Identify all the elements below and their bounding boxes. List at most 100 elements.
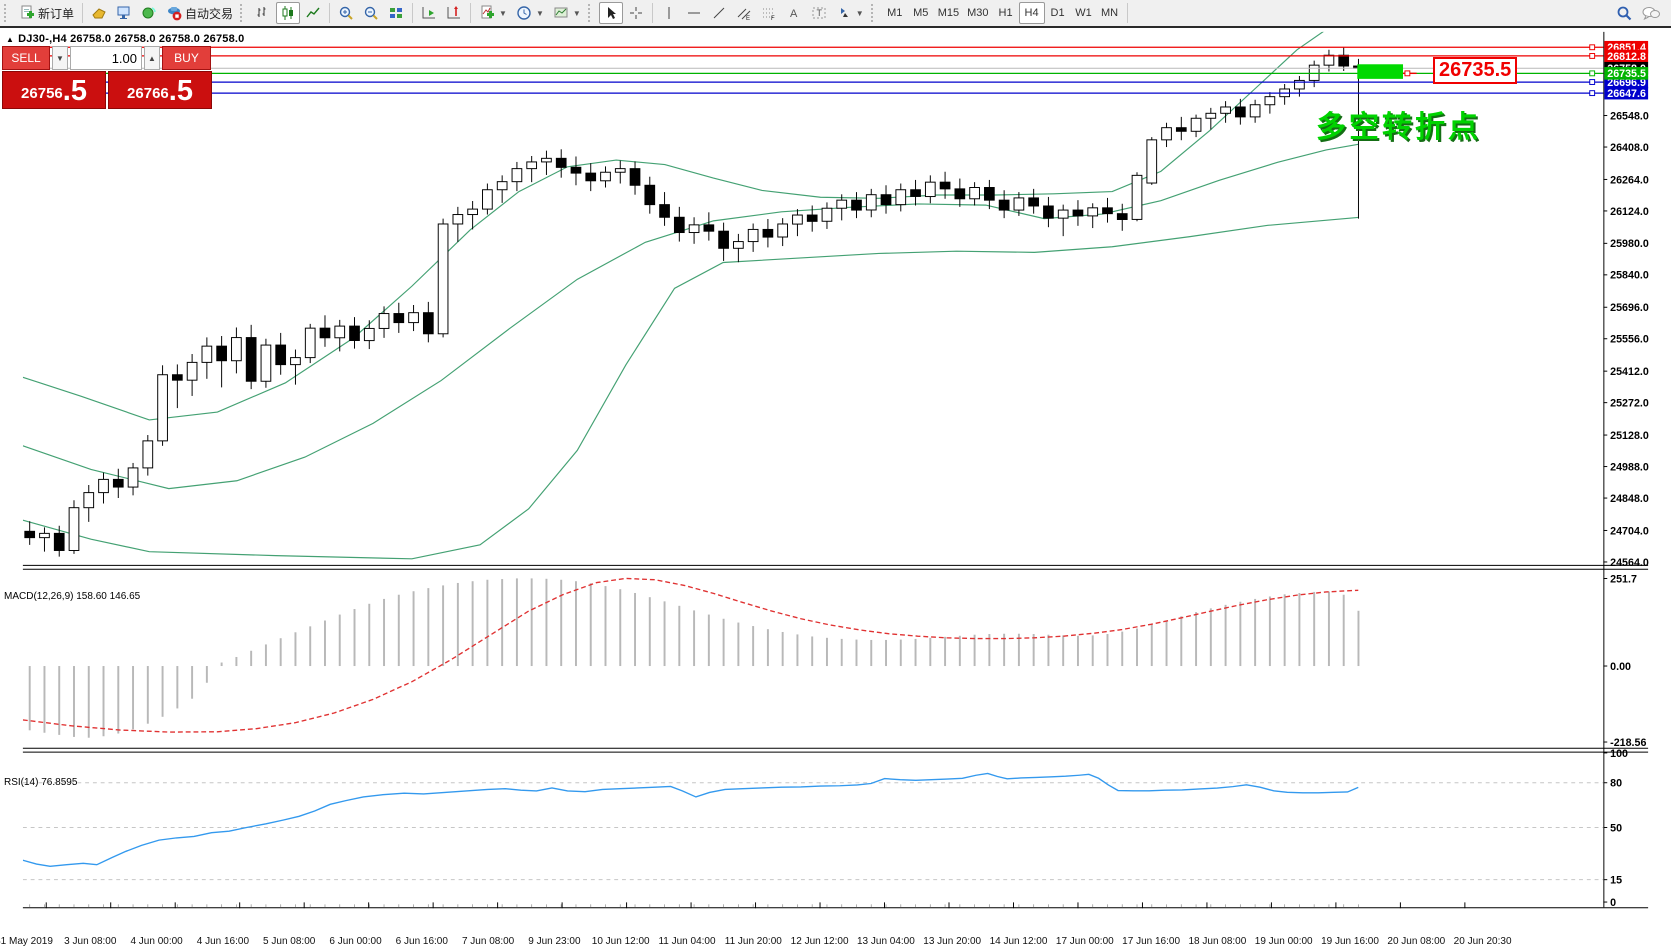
buy-button[interactable]: BUY	[162, 46, 211, 70]
macd-bar	[220, 662, 223, 667]
macd-bar	[825, 637, 828, 667]
svg-text:A: A	[790, 8, 798, 20]
price-tag-label[interactable]: 26735.5	[1433, 57, 1518, 84]
macd-bar	[1357, 610, 1360, 667]
timeframe-M15[interactable]: M15	[937, 7, 960, 19]
toolbar-grip	[240, 4, 247, 22]
text-icon: A	[790, 8, 798, 20]
chart-shift-button[interactable]	[442, 2, 466, 24]
timeframe-M1[interactable]: M1	[887, 7, 903, 19]
candle	[865, 194, 877, 211]
candle	[24, 530, 36, 539]
periods-clock-icon	[517, 6, 531, 20]
candle	[777, 223, 789, 238]
sell-price-main: 26756	[21, 85, 63, 102]
toolbar-separator	[470, 3, 472, 23]
arrows-tool-button[interactable]: ▼	[832, 2, 868, 24]
candle	[1161, 127, 1172, 141]
sell-price-box[interactable]: 26756.5	[2, 71, 106, 109]
candle	[452, 214, 464, 225]
cursor-tool-button[interactable]	[598, 2, 623, 24]
price-axis[interactable]	[1625, 30, 1671, 933]
collapse-quote-icon[interactable]: ▲	[6, 35, 15, 44]
navigator-button[interactable]	[137, 2, 161, 24]
timeframe-MN[interactable]: MN	[1100, 7, 1119, 19]
new-order-button[interactable]: 新订单	[15, 2, 78, 24]
candle	[467, 208, 478, 216]
macd-bar	[412, 591, 415, 667]
timeframe-W1[interactable]: W1	[1075, 7, 1092, 19]
vertical-line-tool-button[interactable]	[657, 2, 681, 24]
autotrading-button[interactable]: 自动交易	[162, 2, 237, 24]
timeframe-D1[interactable]: D1	[1050, 7, 1065, 19]
candle	[319, 327, 331, 339]
macd-bar	[1268, 596, 1271, 667]
price-label-box	[1604, 67, 1649, 80]
volume-increase-button[interactable]: ▲	[144, 46, 160, 70]
macd-bar	[899, 639, 902, 667]
tile-windows-button[interactable]	[384, 2, 408, 24]
text-label-tool-button[interactable]: T	[807, 2, 831, 24]
hline-handle	[1589, 53, 1596, 59]
candle	[1028, 197, 1040, 207]
candle	[1087, 207, 1099, 217]
price-tick: 26124.0	[1610, 206, 1649, 218]
fibonacci-tool-button[interactable]: F	[757, 2, 781, 24]
macd-bar	[383, 598, 386, 667]
macd-bar	[604, 586, 607, 667]
dropdown-caret: ▼	[535, 8, 544, 18]
timeframe-group: M1 M5 M15 M30 H1 H4 D1 W1 MN	[882, 2, 1123, 24]
trendline-tool-button[interactable]	[707, 2, 731, 24]
dropdown-caret: ▼	[499, 8, 507, 18]
text-tool-button[interactable]: A	[782, 2, 806, 24]
time-axis-label: 11 Jun 04:00	[658, 936, 716, 947]
indicators-button[interactable]: ▼	[475, 2, 511, 24]
rsi-tick: 0	[1610, 897, 1616, 909]
crosshair-tool-button[interactable]	[624, 2, 648, 24]
volume-input[interactable]	[70, 46, 142, 70]
line-chart-button[interactable]	[301, 2, 325, 24]
zoom-out-button[interactable]	[359, 2, 383, 24]
candle	[216, 345, 227, 362]
timeframe-M30[interactable]: M30	[967, 7, 989, 19]
market-watch-button[interactable]	[87, 2, 111, 24]
macd-bar	[619, 589, 622, 667]
zoom-in-button[interactable]	[334, 2, 358, 24]
timeframe-H4[interactable]: H4	[1018, 2, 1045, 24]
time-axis[interactable]: 31 May 2019 3 Jun 08:00 4 Jun 00:00 4 Jun 1…	[0, 933, 1671, 951]
horizontal-line-tool-button[interactable]	[682, 2, 706, 24]
timeframe-H1[interactable]: H1	[998, 7, 1013, 19]
sell-button[interactable]: SELL	[2, 46, 50, 70]
auto-scroll-button[interactable]	[417, 2, 441, 24]
search-button[interactable]	[1612, 2, 1637, 24]
rsi-tick: 50	[1610, 822, 1622, 834]
time-axis-label: 12 Jun 12:00	[790, 936, 849, 947]
time-axis-label: 10 Jun 12:00	[591, 936, 650, 947]
chat-button[interactable]	[1637, 2, 1665, 24]
toolbar-separator	[329, 3, 331, 23]
timeframe-M5[interactable]: M5	[913, 7, 929, 19]
data-window-button[interactable]	[112, 2, 136, 24]
candle	[363, 327, 375, 342]
candle	[1131, 174, 1143, 220]
volume-decrease-button[interactable]: ▼	[52, 46, 68, 70]
chart-canvas[interactable]: 26548.0 26408.0 26264.0 26124.0 25980.0 25840…	[0, 28, 1671, 951]
candle	[998, 199, 1010, 211]
candle	[1323, 54, 1335, 66]
candle	[585, 172, 597, 182]
macd-bar	[1195, 612, 1198, 667]
bar-chart-button[interactable]	[251, 2, 275, 24]
new-order-label: 新订单	[38, 6, 75, 21]
macd-bar	[176, 666, 179, 709]
macd-bar	[870, 639, 873, 667]
periods-button[interactable]: ▼	[512, 2, 548, 24]
candle	[851, 199, 862, 211]
candlestick-chart-button[interactable]	[276, 2, 301, 24]
macd-bar	[1327, 591, 1330, 667]
candle	[836, 199, 848, 209]
one-click-trade-panel: SELL ▼ ▲ BUY 26756.5 26766.5	[2, 46, 214, 109]
channel-tool-button[interactable]: E	[732, 2, 756, 24]
buy-price-box[interactable]: 26766.5	[108, 71, 212, 109]
templates-button[interactable]: ▼	[549, 2, 585, 24]
macd-tick: 0.00	[1610, 661, 1631, 673]
